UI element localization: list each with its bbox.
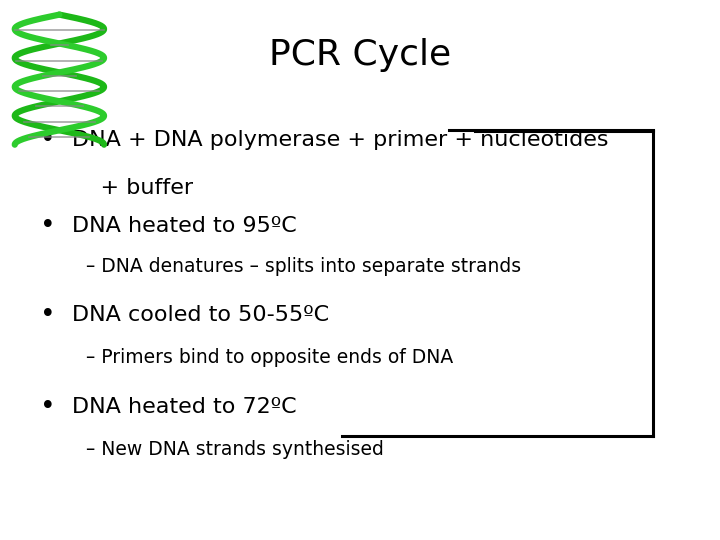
Text: •: •	[40, 302, 55, 328]
Text: •: •	[40, 213, 55, 239]
Text: + buffer: + buffer	[72, 178, 193, 198]
Text: – Primers bind to opposite ends of DNA: – Primers bind to opposite ends of DNA	[86, 348, 454, 367]
Text: •: •	[40, 127, 55, 153]
Text: – New DNA strands synthesised: – New DNA strands synthesised	[86, 440, 384, 459]
Text: PCR Cycle: PCR Cycle	[269, 38, 451, 72]
Text: •: •	[40, 394, 55, 420]
Text: DNA cooled to 50-55ºC: DNA cooled to 50-55ºC	[72, 305, 329, 325]
Text: DNA heated to 72ºC: DNA heated to 72ºC	[72, 397, 297, 417]
Text: – DNA denatures – splits into separate strands: – DNA denatures – splits into separate s…	[86, 256, 521, 275]
Text: DNA + DNA polymerase + primer + nucleotides: DNA + DNA polymerase + primer + nucleoti…	[72, 130, 608, 150]
Text: DNA heated to 95ºC: DNA heated to 95ºC	[72, 216, 297, 236]
